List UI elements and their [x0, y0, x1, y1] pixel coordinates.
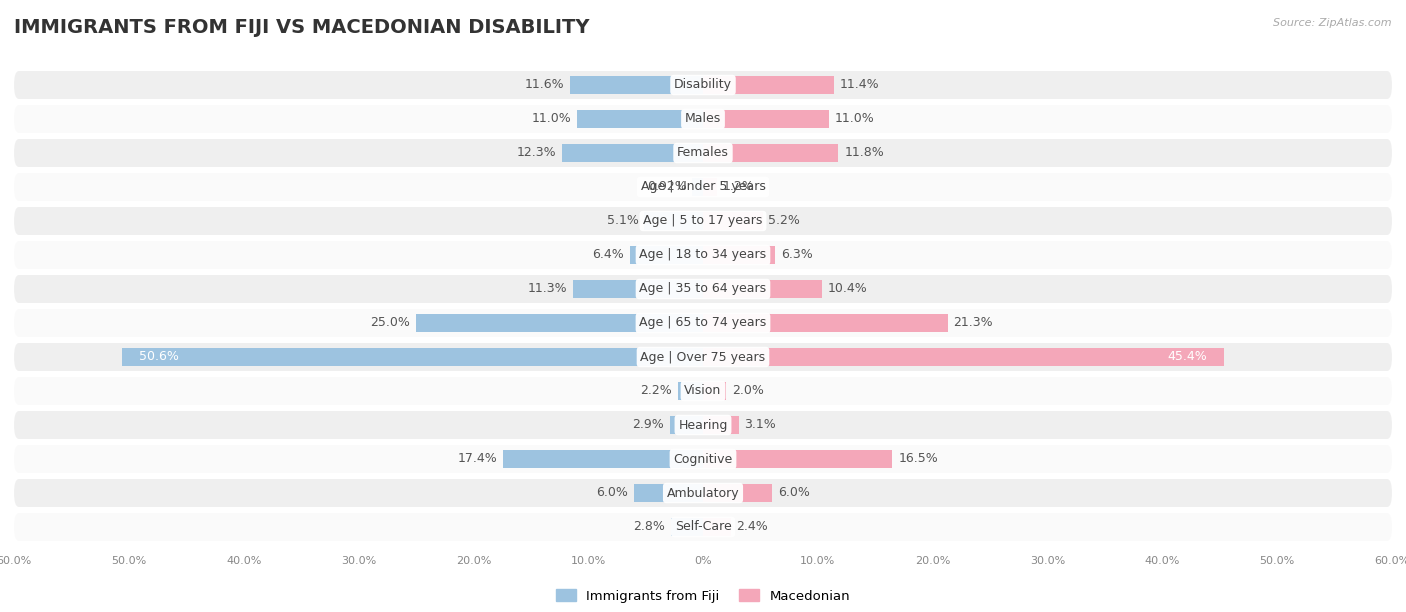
Bar — [122, 348, 703, 366]
Text: Age | 18 to 34 years: Age | 18 to 34 years — [640, 248, 766, 261]
Bar — [503, 450, 703, 468]
Text: 17.4%: 17.4% — [458, 452, 498, 466]
Text: 25.0%: 25.0% — [370, 316, 411, 329]
Text: Age | Over 75 years: Age | Over 75 years — [641, 351, 765, 364]
Bar — [703, 484, 772, 502]
Text: Age | 35 to 64 years: Age | 35 to 64 years — [640, 283, 766, 296]
Text: 45.4%: 45.4% — [1167, 351, 1208, 364]
Text: 6.3%: 6.3% — [782, 248, 813, 261]
Text: Males: Males — [685, 113, 721, 125]
Bar — [692, 178, 703, 196]
Text: Self-Care: Self-Care — [675, 520, 731, 534]
Text: 10.4%: 10.4% — [828, 283, 868, 296]
FancyBboxPatch shape — [14, 275, 1392, 303]
FancyBboxPatch shape — [14, 343, 1392, 371]
Bar — [634, 484, 703, 502]
Text: 1.2%: 1.2% — [723, 181, 754, 193]
Text: 6.0%: 6.0% — [778, 487, 810, 499]
FancyBboxPatch shape — [14, 513, 1392, 541]
Text: 12.3%: 12.3% — [516, 146, 555, 160]
Text: 11.0%: 11.0% — [531, 113, 571, 125]
Text: Vision: Vision — [685, 384, 721, 398]
Text: Females: Females — [678, 146, 728, 160]
Text: 6.0%: 6.0% — [596, 487, 628, 499]
FancyBboxPatch shape — [14, 377, 1392, 405]
Text: 11.3%: 11.3% — [527, 283, 568, 296]
FancyBboxPatch shape — [14, 139, 1392, 167]
Text: Source: ZipAtlas.com: Source: ZipAtlas.com — [1274, 18, 1392, 28]
FancyBboxPatch shape — [14, 207, 1392, 235]
Legend: Immigrants from Fiji, Macedonian: Immigrants from Fiji, Macedonian — [551, 584, 855, 608]
Text: 11.8%: 11.8% — [844, 146, 884, 160]
FancyBboxPatch shape — [14, 173, 1392, 201]
FancyBboxPatch shape — [14, 241, 1392, 269]
Bar — [703, 76, 834, 94]
Bar — [703, 144, 838, 162]
Bar — [671, 518, 703, 536]
Bar — [669, 416, 703, 434]
Text: 2.4%: 2.4% — [737, 520, 768, 534]
Bar — [703, 348, 1225, 366]
Bar — [703, 382, 725, 400]
Bar — [569, 76, 703, 94]
Text: Hearing: Hearing — [678, 419, 728, 431]
Bar — [576, 110, 703, 128]
Text: Age | 5 to 17 years: Age | 5 to 17 years — [644, 214, 762, 228]
Text: 6.4%: 6.4% — [592, 248, 624, 261]
Bar — [703, 178, 717, 196]
Text: 5.1%: 5.1% — [607, 214, 638, 228]
Bar — [703, 450, 893, 468]
Text: Age | 65 to 74 years: Age | 65 to 74 years — [640, 316, 766, 329]
FancyBboxPatch shape — [14, 411, 1392, 439]
FancyBboxPatch shape — [14, 479, 1392, 507]
Text: 0.92%: 0.92% — [647, 181, 686, 193]
FancyBboxPatch shape — [14, 105, 1392, 133]
Text: IMMIGRANTS FROM FIJI VS MACEDONIAN DISABILITY: IMMIGRANTS FROM FIJI VS MACEDONIAN DISAB… — [14, 18, 589, 37]
Bar — [703, 314, 948, 332]
Text: 11.0%: 11.0% — [835, 113, 875, 125]
Text: Ambulatory: Ambulatory — [666, 487, 740, 499]
Bar — [703, 110, 830, 128]
Bar — [678, 382, 703, 400]
Bar — [574, 280, 703, 298]
Text: 2.9%: 2.9% — [633, 419, 664, 431]
Bar — [562, 144, 703, 162]
Bar — [703, 416, 738, 434]
Bar — [416, 314, 703, 332]
Text: 3.1%: 3.1% — [744, 419, 776, 431]
Text: 11.4%: 11.4% — [839, 78, 879, 92]
Text: 11.6%: 11.6% — [524, 78, 564, 92]
Text: Age | Under 5 years: Age | Under 5 years — [641, 181, 765, 193]
Bar — [644, 212, 703, 230]
FancyBboxPatch shape — [14, 445, 1392, 473]
Bar — [703, 518, 731, 536]
Bar — [630, 246, 703, 264]
FancyBboxPatch shape — [14, 309, 1392, 337]
Text: 16.5%: 16.5% — [898, 452, 938, 466]
Bar — [703, 246, 775, 264]
Bar — [703, 280, 823, 298]
Text: 50.6%: 50.6% — [139, 351, 179, 364]
Text: 2.2%: 2.2% — [640, 384, 672, 398]
Text: 2.8%: 2.8% — [633, 520, 665, 534]
Text: 21.3%: 21.3% — [953, 316, 993, 329]
Text: Disability: Disability — [673, 78, 733, 92]
Text: 5.2%: 5.2% — [769, 214, 800, 228]
Text: Cognitive: Cognitive — [673, 452, 733, 466]
Text: 2.0%: 2.0% — [731, 384, 763, 398]
FancyBboxPatch shape — [14, 71, 1392, 99]
Bar — [703, 212, 762, 230]
